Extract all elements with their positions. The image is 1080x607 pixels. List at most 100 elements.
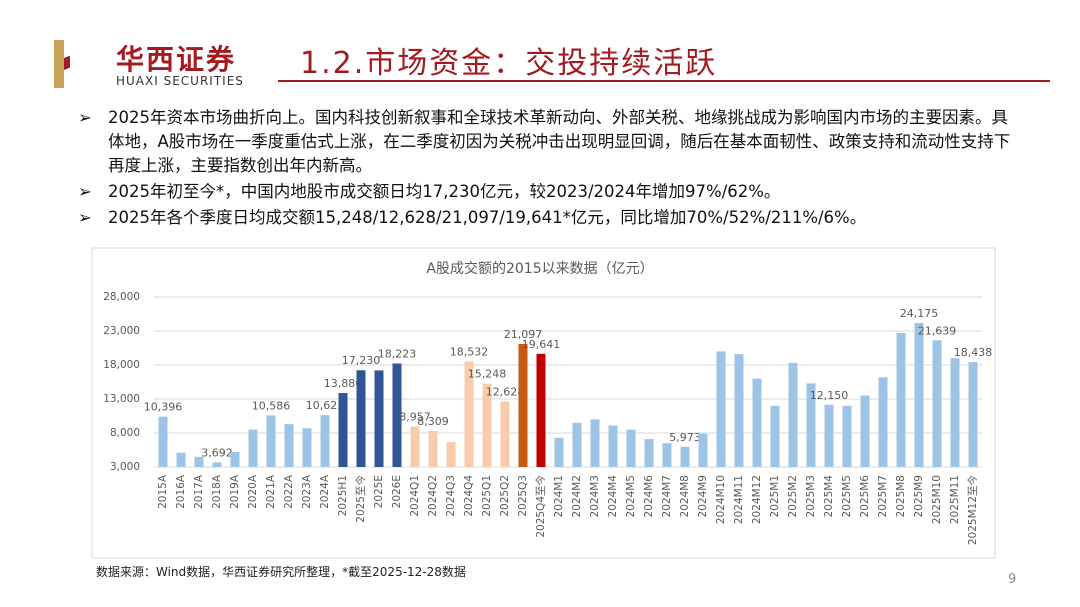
x-tick-label: 2025E [373, 475, 385, 508]
bar [608, 425, 618, 467]
bar [698, 433, 708, 467]
bar [230, 452, 240, 467]
bar [428, 430, 438, 467]
x-tick-label: 2024Q4 [463, 475, 475, 517]
x-tick-label: 2025M4 [823, 475, 835, 518]
x-tick-label: 2024M7 [661, 475, 673, 517]
data-label: 21,097 [504, 328, 543, 341]
data-label: 19,641 [522, 338, 561, 351]
x-tick-label: 2024M8 [679, 475, 691, 517]
bar [266, 415, 276, 467]
bar [860, 395, 870, 467]
bar [284, 424, 294, 467]
bar [914, 323, 924, 467]
data-label: 24,175 [900, 307, 939, 320]
x-tick-label: 2024M6 [643, 475, 655, 518]
bar [932, 340, 942, 467]
logo [54, 40, 70, 88]
bar [410, 426, 420, 467]
chart-title: A股成交额的2015以来数据（亿元） [426, 260, 653, 277]
x-tick-label: 2018A [211, 474, 223, 509]
x-tick-label: 2025M7 [877, 475, 889, 517]
bar [734, 354, 744, 467]
x-tick-label: 2025Q4至今 [534, 475, 547, 538]
data-label: 5,973 [669, 431, 701, 444]
x-tick-label: 2025Q1 [481, 475, 493, 517]
bar [716, 351, 726, 467]
x-tick-label: 2024Q3 [445, 475, 457, 517]
bullet-list: 2025年资本市场曲折向上。国内科技创新叙事和全球技术革新动向、外部关税、地缘挑… [78, 106, 1018, 232]
slide-title: 1.2.市场资金：交投持续活跃 [300, 46, 718, 81]
bar [554, 437, 564, 467]
bar [824, 404, 834, 467]
bullet: 2025年资本市场曲折向上。国内科技创新叙事和全球技术革新动向、外部关税、地缘挑… [78, 106, 1018, 178]
y-tick-label: 8,000 [110, 427, 140, 439]
x-tick-label: 2025M6 [859, 475, 871, 518]
x-tick-label: 2022A [283, 474, 295, 509]
bullet: 2025年初至今*，中国内地股市成交额日均17,230亿元，较2023/2024… [78, 180, 1018, 204]
bar [338, 393, 348, 467]
x-tick-label: 2025M3 [805, 475, 817, 517]
x-tick-label: 2024Q2 [427, 475, 439, 517]
x-tick-label: 2017A [193, 474, 205, 509]
x-tick-label: 2024M1 [553, 475, 565, 517]
x-tick-label: 2024M12 [751, 475, 763, 524]
x-tick-label: 2025M8 [895, 475, 907, 517]
x-tick-label: 2025M10 [931, 475, 943, 524]
x-tick-label: 2020A [247, 474, 259, 509]
x-tick-label: 2019A [229, 474, 241, 509]
bar [158, 416, 168, 467]
x-tick-label: 2024Q1 [409, 475, 421, 517]
x-tick-label: 2025至今 [354, 475, 367, 523]
data-label: 8,957 [399, 410, 431, 423]
bar [644, 439, 654, 467]
x-tick-label: 2023A [301, 474, 313, 509]
x-tick-label: 2024A [319, 474, 331, 509]
bar [572, 422, 582, 467]
brand-en: HUAXI SECURITIES [116, 74, 244, 88]
x-tick-label: 2025M12至今 [966, 475, 979, 546]
data-label: 18,223 [378, 347, 417, 360]
bar [446, 441, 456, 467]
bar [626, 429, 636, 467]
data-label: 21,639 [918, 324, 957, 337]
source: 数据来源：Wind数据，华西证券研究所整理，*截至2025-12-28数据 [96, 565, 466, 579]
bar [680, 446, 690, 467]
data-label: 10,623 [306, 399, 345, 412]
x-tick-label: 2025M2 [787, 475, 799, 517]
x-tick-label: 2016A [175, 474, 187, 509]
bar [500, 401, 510, 467]
bar [176, 452, 186, 467]
x-tick-label: 2025M11 [949, 475, 961, 524]
x-tick-label: 2024M2 [571, 475, 583, 517]
data-label: 8,309 [417, 415, 449, 428]
bar [482, 383, 492, 467]
logo-bar [64, 55, 70, 70]
bar [950, 358, 960, 467]
bar [194, 456, 204, 467]
bar [590, 419, 600, 467]
y-tick-label: 28,000 [103, 291, 140, 303]
x-tick-label: 2024M4 [607, 475, 619, 518]
bar [212, 462, 222, 467]
x-tick-label: 2024M3 [589, 475, 601, 517]
bar [662, 443, 672, 467]
bar [536, 353, 546, 467]
data-label: 15,248 [468, 368, 507, 381]
x-tick-label: 2025Q2 [499, 475, 511, 517]
data-label: 10,396 [144, 401, 183, 414]
y-tick-label: 23,000 [103, 325, 140, 337]
bar [356, 370, 366, 467]
data-label: 3,692 [201, 446, 233, 459]
y-tick-label: 13,000 [103, 393, 140, 405]
bar [896, 333, 906, 467]
x-tick-label: 2021A [265, 474, 277, 509]
x-tick-label: 2024M9 [697, 475, 709, 517]
bar [806, 383, 816, 467]
bar [788, 362, 798, 467]
x-tick-label: 2024M11 [733, 475, 745, 524]
x-tick-label: 2025H1 [337, 475, 349, 516]
data-label: 10,586 [252, 399, 291, 412]
